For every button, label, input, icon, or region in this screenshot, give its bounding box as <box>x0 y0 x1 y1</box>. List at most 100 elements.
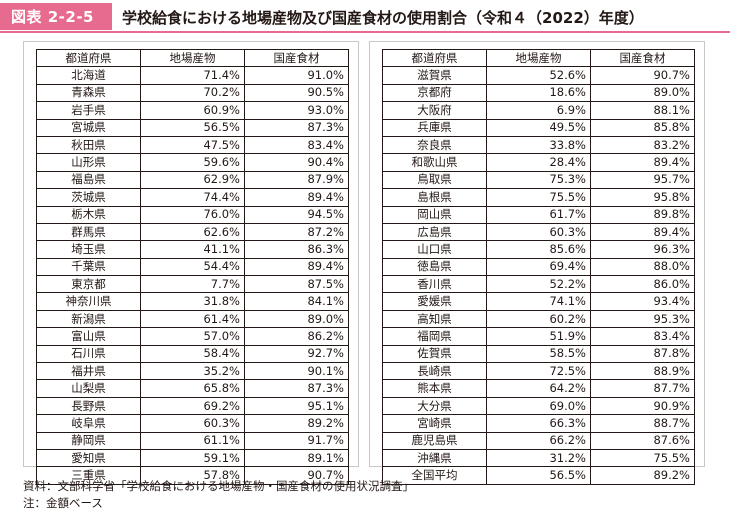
domestic-ingredients-cell: 89.2% <box>590 466 695 485</box>
domestic-ingredients-cell: 85.8% <box>590 118 695 137</box>
column-header-domestic-ingredients: 国産食材 <box>244 48 349 68</box>
local-products-cell: 59.6% <box>140 153 245 172</box>
prefecture-cell: 茨城県 <box>36 188 141 207</box>
local-products-cell: 76.0% <box>140 205 245 224</box>
local-products-cell: 59.1% <box>140 448 245 468</box>
prefecture-cell: 滋賀県 <box>382 66 487 85</box>
table-row: 福島県 62.9% 87.9% <box>36 170 349 190</box>
domestic-ingredients-cell: 83.2% <box>590 135 695 155</box>
domestic-ingredients-cell: 83.4% <box>590 327 695 346</box>
prefecture-cell: 愛媛県 <box>382 292 487 311</box>
local-products-cell: 60.3% <box>486 222 591 242</box>
domestic-ingredients-cell: 89.0% <box>590 83 695 103</box>
local-products-cell: 69.0% <box>486 396 591 416</box>
local-products-cell: 18.6% <box>486 83 591 103</box>
domestic-ingredients-cell: 87.5% <box>244 275 349 294</box>
local-products-cell: 69.2% <box>140 396 245 416</box>
domestic-ingredients-cell: 90.1% <box>244 362 349 381</box>
local-products-cell: 58.5% <box>486 344 591 364</box>
figure-number-badge: 図表 2-2-5 <box>0 3 112 30</box>
local-products-cell: 56.5% <box>140 118 245 137</box>
domestic-ingredients-cell: 88.1% <box>590 101 695 120</box>
local-products-cell: 72.5% <box>486 362 591 381</box>
domestic-ingredients-cell: 89.4% <box>590 153 695 172</box>
prefecture-cell: 高知県 <box>382 309 487 329</box>
domestic-ingredients-cell: 86.0% <box>590 275 695 294</box>
table-row: 佐賀県 58.5% 87.8% <box>382 344 695 364</box>
table-row: 埼玉県 41.1% 86.3% <box>36 240 349 259</box>
local-products-cell: 47.5% <box>140 135 245 155</box>
table-row: 富山県 57.0% 86.2% <box>36 327 349 346</box>
local-products-cell: 28.4% <box>486 153 591 172</box>
local-products-cell: 52.2% <box>486 275 591 294</box>
domestic-ingredients-cell: 90.7% <box>590 66 695 85</box>
table-row: 東京都 7.7% 87.5% <box>36 275 349 294</box>
column-header-local-products: 地場産物 <box>486 48 591 68</box>
local-products-cell: 71.4% <box>140 66 245 85</box>
prefecture-cell: 静岡県 <box>36 431 141 450</box>
table-row: 滋賀県 52.6% 90.7% <box>382 66 695 85</box>
local-products-cell: 66.3% <box>486 414 591 433</box>
table-row: 沖縄県 31.2% 75.5% <box>382 448 695 468</box>
local-products-cell: 75.5% <box>486 188 591 207</box>
table-row: 北海道 71.4% 91.0% <box>36 66 349 85</box>
domestic-ingredients-cell: 93.4% <box>590 292 695 311</box>
local-products-cell: 60.9% <box>140 101 245 120</box>
prefecture-cell: 千葉県 <box>36 257 141 277</box>
local-products-cell: 74.1% <box>486 292 591 311</box>
domestic-ingredients-cell: 90.5% <box>244 83 349 103</box>
domestic-ingredients-cell: 93.0% <box>244 101 349 120</box>
table-row: 兵庫県 49.5% 85.8% <box>382 118 695 137</box>
table-row: 熊本県 64.2% 87.7% <box>382 379 695 398</box>
prefecture-table-left: 都道府県 地場産物 国産食材 北海道 71.4% 91.0% 青森県 70.2% 90.5… <box>36 48 349 485</box>
column-header-local-products: 地場産物 <box>140 48 245 68</box>
domestic-ingredients-cell: 94.5% <box>244 205 349 224</box>
column-header-prefecture: 都道府県 <box>382 48 487 68</box>
local-products-cell: 85.6% <box>486 240 591 259</box>
local-products-cell: 58.4% <box>140 344 245 364</box>
prefecture-cell: 神奈川県 <box>36 292 141 311</box>
domestic-ingredients-cell: 87.3% <box>244 118 349 137</box>
prefecture-cell: 島根県 <box>382 188 487 207</box>
domestic-ingredients-cell: 88.7% <box>590 414 695 433</box>
header-divider <box>0 31 730 33</box>
table-row: 茨城県 74.4% 89.4% <box>36 188 349 207</box>
local-products-cell: 31.8% <box>140 292 245 311</box>
table-row: 千葉県 54.4% 89.4% <box>36 257 349 277</box>
table-row: 宮崎県 66.3% 88.7% <box>382 414 695 433</box>
table-body-left: 北海道 71.4% 91.0% 青森県 70.2% 90.5% 岩手県 60.9% 93.0% 宮… <box>36 66 349 485</box>
domestic-ingredients-cell: 75.5% <box>590 448 695 468</box>
prefecture-cell: 全国平均 <box>382 466 487 485</box>
local-products-cell: 62.9% <box>140 170 245 190</box>
left-table-panel: 都道府県 地場産物 国産食材 北海道 71.4% 91.0% 青森県 70.2% 90.5… <box>23 41 359 485</box>
table-row: 福井県 35.2% 90.1% <box>36 362 349 381</box>
prefecture-cell: 秋田県 <box>36 135 141 155</box>
domestic-ingredients-cell: 90.7% <box>244 466 349 485</box>
domestic-ingredients-cell: 89.8% <box>590 205 695 224</box>
table-row: 奈良県 33.8% 83.2% <box>382 135 695 155</box>
table-row: 島根県 75.5% 95.8% <box>382 188 695 207</box>
table-row: 栃木県 76.0% 94.5% <box>36 205 349 224</box>
prefecture-cell: 鹿児島県 <box>382 431 487 450</box>
table-row: 宮城県 56.5% 87.3% <box>36 118 349 137</box>
prefecture-cell: 岐阜県 <box>36 414 141 433</box>
local-products-cell: 60.2% <box>486 309 591 329</box>
prefecture-cell: 福井県 <box>36 362 141 381</box>
domestic-ingredients-cell: 95.3% <box>590 309 695 329</box>
table-row: 鳥取県 75.3% 95.7% <box>382 170 695 190</box>
domestic-ingredients-cell: 88.9% <box>590 362 695 381</box>
domestic-ingredients-cell: 89.4% <box>244 257 349 277</box>
local-products-cell: 70.2% <box>140 83 245 103</box>
prefecture-cell: 熊本県 <box>382 379 487 398</box>
local-products-cell: 65.8% <box>140 379 245 398</box>
table-row: 愛知県 59.1% 89.1% <box>36 448 349 468</box>
local-products-cell: 33.8% <box>486 135 591 155</box>
local-products-cell: 31.2% <box>486 448 591 468</box>
domestic-ingredients-cell: 83.4% <box>244 135 349 155</box>
local-products-cell: 61.4% <box>140 309 245 329</box>
local-products-cell: 7.7% <box>140 275 245 294</box>
figure-header: 図表 2-2-5 学校給食における地場産物及び国産食材の使用割合（令和４（202… <box>0 0 730 33</box>
local-products-cell: 35.2% <box>140 362 245 381</box>
table-row: 秋田県 47.5% 83.4% <box>36 135 349 155</box>
prefecture-cell: 山口県 <box>382 240 487 259</box>
